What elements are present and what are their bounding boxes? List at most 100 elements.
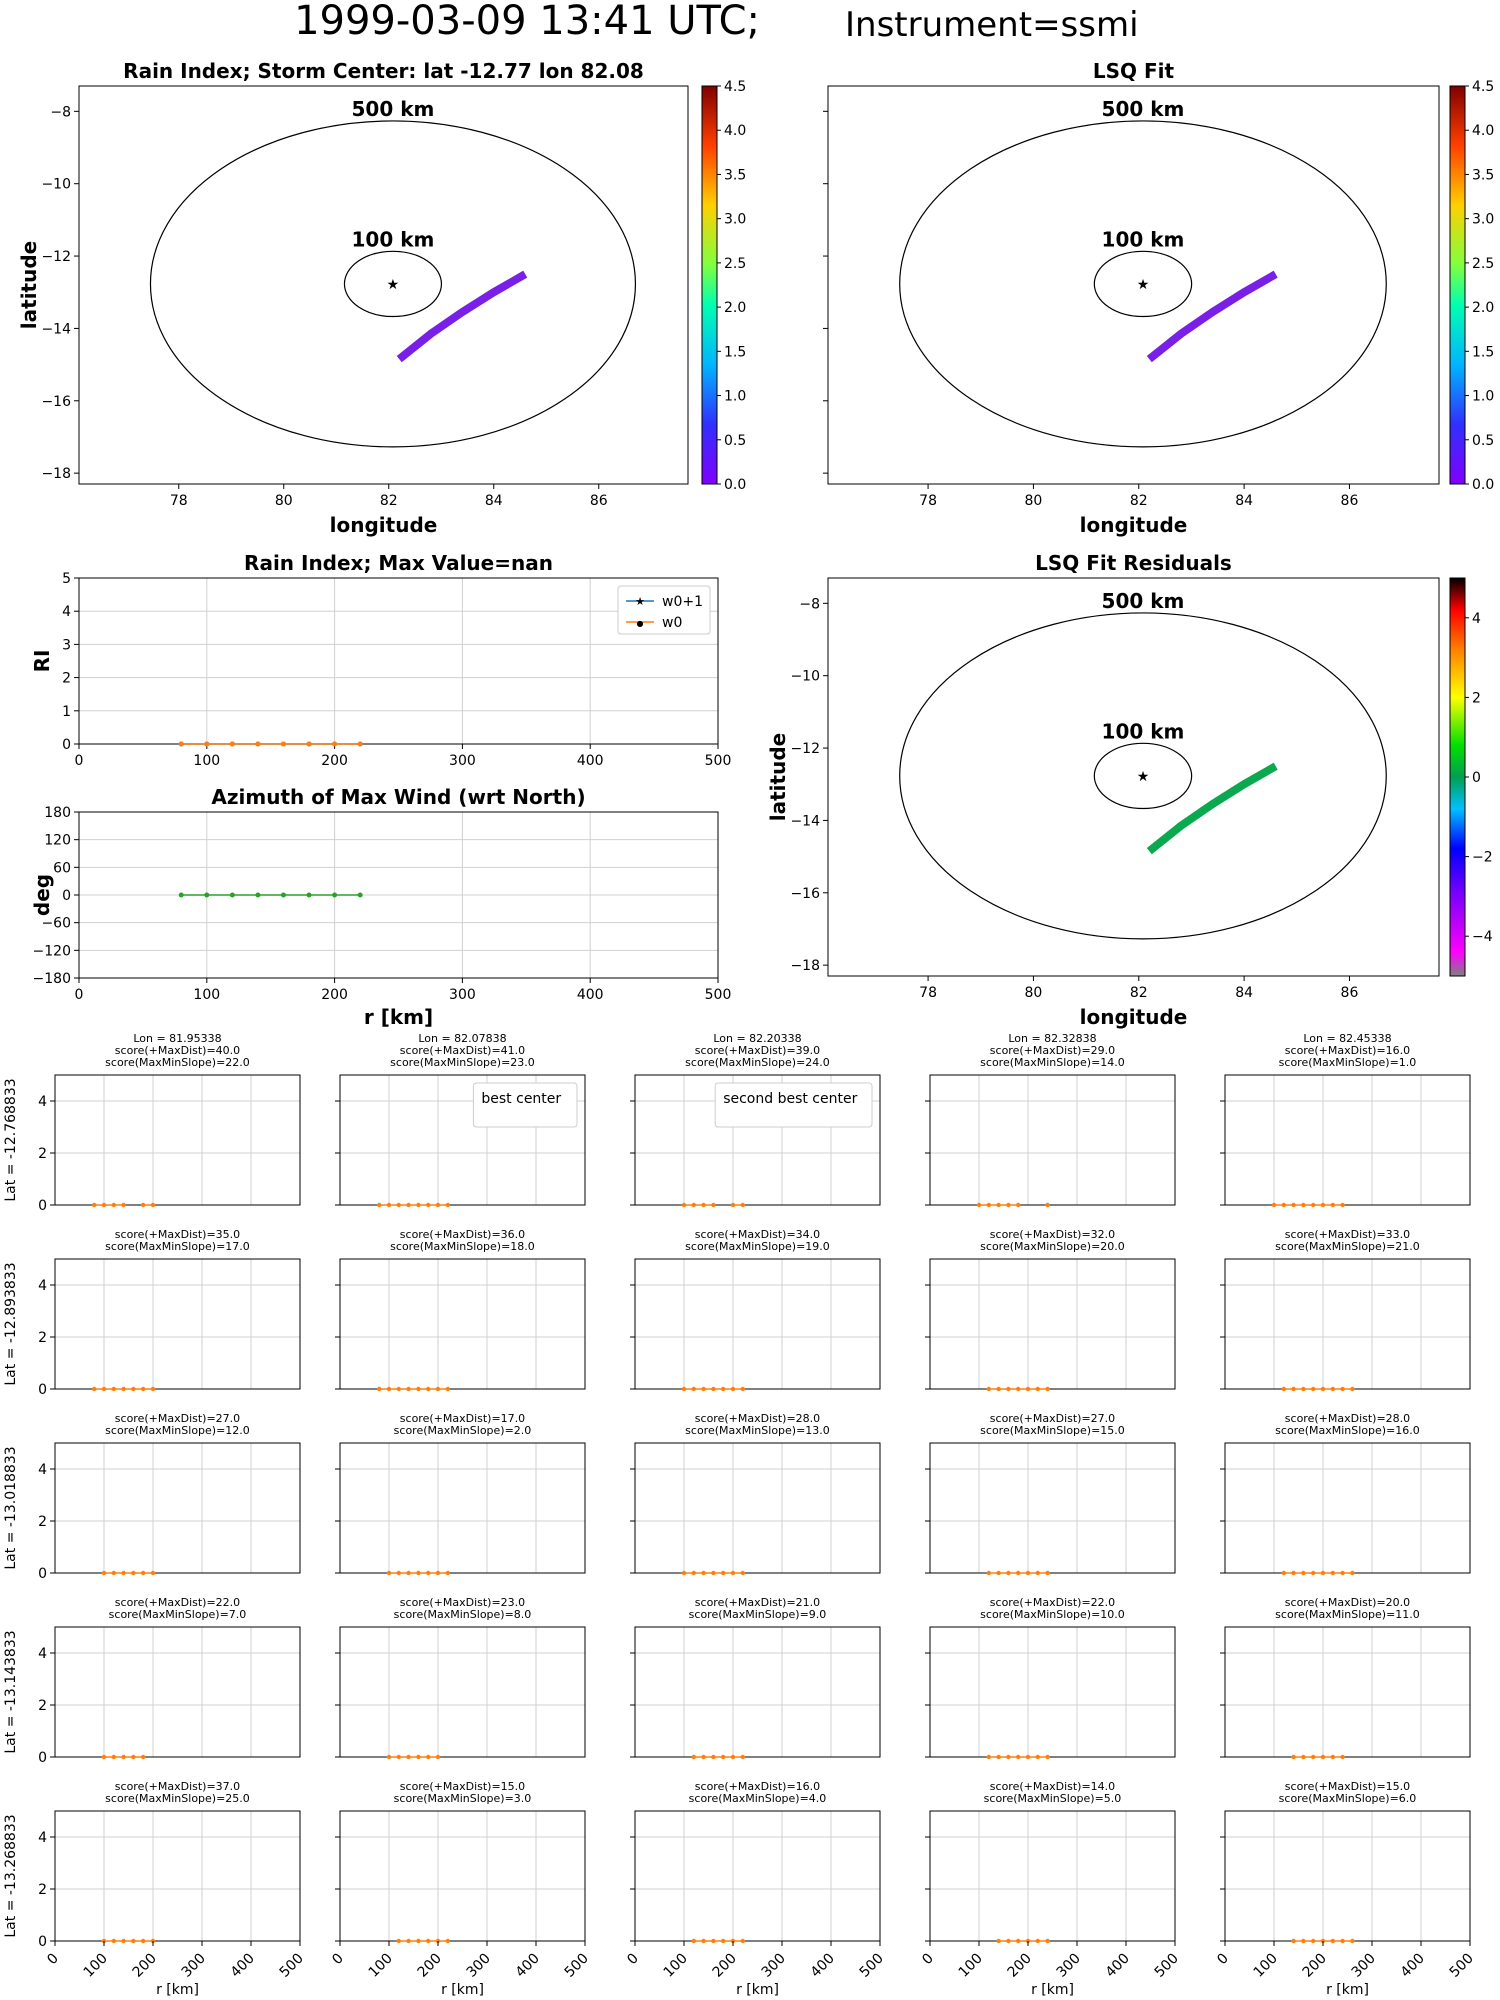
azimuth-profile-ytick-label: 60 — [53, 860, 71, 876]
grid-panel-ytick-label: 0 — [38, 1750, 47, 1766]
grid-panel-point — [1045, 1754, 1050, 1760]
rain-index-profile-ytick-label: 1 — [62, 704, 71, 720]
grid-panel: Lon = 82.45338score(+MaxDist)=16.0score(… — [1220, 1032, 1471, 1208]
rain-index-map-title: Rain Index; Storm Center: lat -12.77 lon… — [123, 59, 644, 83]
grid-panel: Lon = 82.32838score(+MaxDist)=29.0score(… — [925, 1032, 1176, 1208]
grid-panel-xlabel: r [km] — [156, 1982, 199, 1998]
rain-index-map-ytick-label: −18 — [41, 466, 71, 482]
grid-panel-xtick-label: 200 — [415, 1951, 445, 1981]
rain-index-profile-legend-label: w0 — [662, 615, 682, 631]
grid-panel-title: score(MaxMinSlope)=22.0 — [105, 1056, 250, 1069]
grid-row-label: Lat = -13.143833 — [3, 1630, 19, 1753]
lsq-fit-map-title: LSQ Fit — [1093, 59, 1175, 83]
grid-panel-ytick-label: 0 — [38, 1382, 47, 1398]
grid-panel-area — [930, 1627, 1175, 1757]
grid-row-label: Lat = -13.268833 — [3, 1814, 19, 1937]
grid-panel-ytick-label: 0 — [38, 1934, 47, 1950]
rain-index-profile-xtick-label: 0 — [75, 753, 84, 769]
grid-panel-title: score(MaxMinSlope)=10.0 — [980, 1608, 1125, 1621]
azimuth-profile-xtick-label: 200 — [321, 987, 348, 1003]
grid-panel: 0 2 4 score(+MaxDist)=35.0score(MaxMinSlope… — [38, 1228, 301, 1398]
grid-panel-title: score(+MaxDist)=28.0 — [1285, 1412, 1410, 1425]
grid-panel-frame — [1224, 1626, 1471, 1758]
grid-panel-legend — [472, 1082, 578, 1128]
rain-index-map-colorbar-tick-label: 2.0 — [724, 300, 746, 316]
grid-panel-area — [930, 1443, 1175, 1573]
grid-panel-area — [635, 1443, 880, 1573]
azimuth-profile-point — [280, 892, 286, 898]
lsq-fit-residuals-map-colorbar-tick-label: 2 — [1472, 690, 1481, 706]
grid-panel-area — [635, 1811, 880, 1941]
rain-index-map-colorbar-tick-label: 1.5 — [724, 344, 746, 360]
grid-panel-title: score(MaxMinSlope)=20.0 — [980, 1240, 1125, 1253]
rain-index-map-colorbar-tick-label: 3.0 — [724, 212, 746, 228]
grid-panel-area — [635, 1627, 880, 1757]
azimuth-profile-point — [178, 892, 184, 898]
grid-panel-xtick-label: 200 — [1300, 1951, 1330, 1981]
rain-index-profile-xtick-label: 300 — [449, 753, 476, 769]
grid-panel-point — [1045, 1386, 1050, 1392]
rain-index-map-colorbar-tick-label: 4.5 — [724, 79, 746, 95]
lsq-fit-residuals-map-ring-label: 100 km — [1102, 719, 1185, 743]
grid-panel-title: Lon = 82.32838 — [1008, 1032, 1096, 1045]
grid-panel-point — [1045, 1202, 1050, 1208]
grid-panel-title: score(MaxMinSlope)=11.0 — [1275, 1608, 1420, 1621]
lsq-fit-map: LSQ Fit 500 km 100 km ★ 78 80 82 84 86 longitude 0… — [823, 59, 1494, 537]
grid-row-label: Lat = -12.768833 — [3, 1078, 19, 1201]
grid-panel-title: score(+MaxDist)=39.0 — [695, 1044, 820, 1057]
grid-panel-ytick-label: 2 — [38, 1146, 47, 1162]
azimuth-profile-ytick-label: −120 — [33, 943, 71, 959]
grid-panel-frame — [929, 1626, 1176, 1758]
lsq-fit-residuals-map-xlabel: longitude — [1080, 1005, 1188, 1029]
grid-panel-ytick-label: 4 — [38, 1646, 47, 1662]
grid-panel-ytick-label: 4 — [38, 1278, 47, 1294]
grid-panel-title: score(MaxMinSlope)=13.0 — [685, 1424, 830, 1437]
grid-panel-frame — [54, 1810, 301, 1942]
grid-panel-ytick-label: 0 — [38, 1566, 47, 1582]
grid-panel-title: score(+MaxDist)=40.0 — [115, 1044, 240, 1057]
azimuth-profile-point — [204, 892, 210, 898]
grid-panel-legend-label: second best center — [723, 1091, 857, 1107]
rain-index-map-ytick-label: −12 — [41, 249, 71, 265]
azimuth-profile-xtick-label: 300 — [449, 987, 476, 1003]
grid-panel-title: score(MaxMinSlope)=8.0 — [394, 1608, 532, 1621]
grid-panel-legend-label: best center — [481, 1091, 561, 1107]
rain-index-map-center-marker: ★ — [387, 277, 400, 293]
lsq-fit-map-colorbar-tick-label: 3.0 — [1472, 212, 1494, 228]
azimuth-profile-ylabel: deg — [30, 874, 54, 916]
grid-panel: score(+MaxDist)=33.0score(MaxMinSlope)=2… — [1220, 1228, 1471, 1392]
grid-panel-point — [1350, 1938, 1355, 1944]
rain-index-profile-ytick-label: 0 — [62, 737, 71, 753]
grid-panel-title: score(MaxMinSlope)=6.0 — [1279, 1792, 1417, 1805]
azimuth-profile: Azimuth of Max Wind (wrt North) 0 100 200 30… — [30, 785, 731, 1029]
grid-panel: score(+MaxDist)=22.0score(MaxMinSlope)=1… — [925, 1596, 1176, 1760]
grid-panel-xtick-label: 500 — [1447, 1951, 1477, 1981]
lsq-fit-residuals-map-xtick-label: 78 — [919, 985, 937, 1001]
grid-panel-frame — [1224, 1074, 1471, 1206]
rain-index-map-ring — [149, 120, 637, 448]
rain-index-profile-plot-frame — [78, 577, 719, 745]
azimuth-profile-ytick-label: 120 — [44, 833, 71, 849]
grid-panel-xtick-label: 0 — [624, 1951, 642, 1969]
grid-panel-xtick-label: 300 — [179, 1951, 209, 1981]
grid-panel-frame — [634, 1258, 881, 1390]
grid-panel-xlabel: r [km] — [1031, 1982, 1074, 1998]
lsq-fit-residuals-map-ytick-label: −10 — [790, 669, 820, 685]
rain-index-profile-legend-label: w0+1 — [662, 594, 703, 610]
lsq-fit-residuals-map-ring — [1093, 742, 1193, 810]
grid-panel-title: Lon = 82.20338 — [713, 1032, 801, 1045]
grid-panel-xtick-label: 400 — [513, 1951, 543, 1981]
azimuth-profile-xlabel: r [km] — [364, 1005, 433, 1029]
rain-index-map-ylabel: latitude — [17, 241, 41, 329]
rain-index-profile-point — [280, 741, 286, 747]
lsq-fit-map-colorbar-tick-label: 0.5 — [1472, 433, 1494, 449]
grid-panel-frame — [54, 1258, 301, 1390]
rain-index-profile-xtick-label: 200 — [321, 753, 348, 769]
grid-panel-area — [635, 1259, 880, 1389]
figure-title-instrument: Instrument=ssmi — [845, 5, 1139, 45]
lsq-fit-map-xtick-label: 78 — [919, 493, 937, 509]
grid-panel: score(+MaxDist)=28.0score(MaxMinSlope)=1… — [630, 1412, 881, 1576]
grid-panel-title: score(+MaxDist)=33.0 — [1285, 1228, 1410, 1241]
grid-panel-area — [1225, 1811, 1470, 1941]
grid-panel-point — [121, 1202, 126, 1208]
